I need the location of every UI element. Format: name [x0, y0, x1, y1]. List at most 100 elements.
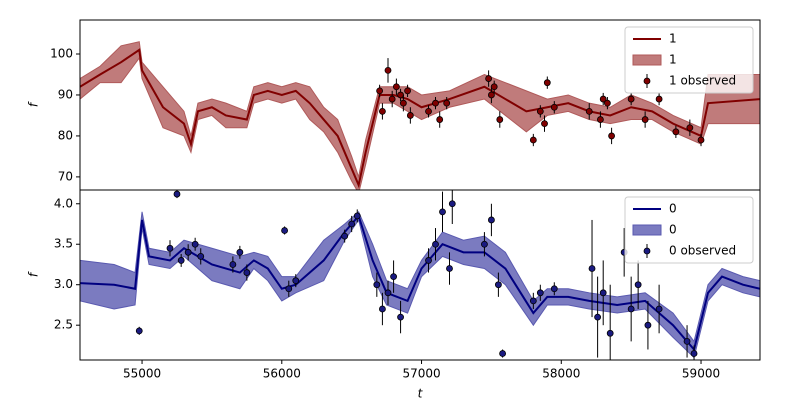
point — [608, 132, 615, 140]
point — [390, 273, 397, 281]
point — [597, 116, 604, 123]
point — [541, 120, 548, 128]
point — [499, 350, 506, 357]
point — [550, 285, 558, 293]
point — [603, 99, 611, 107]
legend-box — [624, 196, 754, 264]
point — [432, 240, 439, 248]
y-tick-label: 3.5 — [54, 237, 73, 251]
point — [672, 128, 680, 136]
point — [686, 124, 694, 132]
point — [490, 83, 498, 91]
point — [588, 265, 596, 272]
point — [448, 200, 456, 208]
point — [599, 95, 607, 103]
legend-label: 1 observed — [669, 74, 736, 88]
point — [348, 220, 356, 228]
y-tick-label: 2.5 — [54, 318, 73, 332]
point — [184, 248, 192, 256]
point — [644, 321, 652, 329]
legend-marker — [643, 247, 651, 255]
axes-frame — [79, 189, 761, 361]
x-tick-label: 59000 — [682, 367, 720, 381]
point — [373, 281, 381, 289]
point — [177, 257, 185, 264]
y-axis-label: f — [27, 101, 41, 107]
point — [634, 281, 642, 289]
x-tick-label: 57000 — [402, 367, 440, 381]
point — [536, 107, 544, 115]
point — [397, 313, 404, 321]
point — [135, 327, 143, 335]
point — [229, 261, 237, 268]
legend-label: 0 observed — [669, 244, 736, 258]
point — [285, 285, 293, 293]
point — [388, 95, 396, 103]
legend-label: 0 — [669, 202, 677, 216]
point — [627, 305, 635, 313]
point — [384, 289, 392, 297]
band — [80, 41, 760, 190]
point — [594, 313, 602, 321]
point — [488, 216, 495, 224]
x-tick-label: 58000 — [542, 367, 580, 381]
point — [446, 265, 453, 272]
point — [425, 257, 432, 264]
y-tick-label: 70 — [58, 169, 73, 183]
point — [529, 297, 537, 305]
point — [585, 107, 593, 115]
point — [606, 329, 614, 337]
point — [392, 83, 400, 91]
point — [690, 350, 698, 357]
y-tick-label: 80 — [58, 128, 73, 142]
y-tick-label: 90 — [58, 87, 73, 101]
point — [281, 227, 288, 234]
point — [379, 107, 386, 115]
point — [341, 232, 349, 240]
point — [292, 277, 300, 285]
point — [683, 337, 691, 345]
point — [655, 95, 663, 103]
legend-band — [632, 54, 662, 66]
point — [243, 269, 251, 276]
point — [191, 240, 199, 248]
legend-label: 1 — [669, 53, 677, 67]
point — [166, 244, 174, 252]
panel — [80, 41, 760, 190]
point — [432, 99, 439, 107]
point — [197, 252, 205, 260]
legend-label: 0 — [669, 223, 677, 237]
point — [376, 87, 384, 95]
x-tick-label: 56000 — [263, 367, 301, 381]
point — [496, 116, 504, 123]
y-tick-label: 100 — [50, 47, 73, 61]
point — [485, 75, 493, 82]
y-tick-label: 4.0 — [54, 196, 73, 210]
legend-marker — [643, 77, 651, 85]
point — [425, 107, 432, 115]
y-axis-label: f — [27, 271, 41, 277]
point — [536, 289, 544, 297]
point — [655, 305, 663, 313]
point — [481, 240, 488, 248]
line — [80, 213, 760, 352]
point — [697, 136, 705, 144]
legend-box — [624, 26, 754, 94]
point — [543, 79, 551, 87]
point — [494, 281, 502, 289]
x-axis-label: t — [418, 387, 424, 400]
point — [353, 212, 361, 220]
legend-band — [632, 224, 662, 236]
point — [399, 99, 407, 107]
y-tick-label: 3.0 — [54, 277, 73, 291]
panel — [80, 190, 760, 360]
point — [236, 248, 244, 256]
point — [599, 289, 607, 297]
point — [488, 91, 495, 99]
legend-label: 1 — [669, 32, 677, 46]
point — [529, 136, 537, 144]
point — [404, 87, 411, 95]
line — [80, 48, 760, 189]
point — [443, 99, 451, 107]
